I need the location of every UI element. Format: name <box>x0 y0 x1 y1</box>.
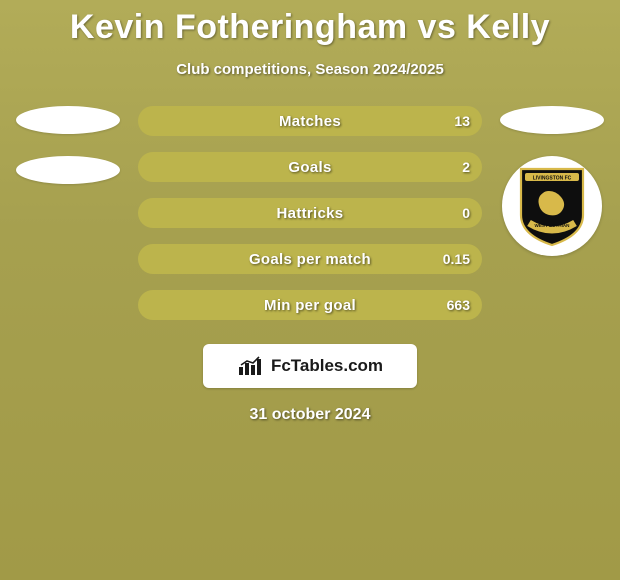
page-title: Kevin Fotheringham vs Kelly <box>0 0 620 47</box>
player-left-crest-placeholder <box>16 156 120 184</box>
subtitle: Club competitions, Season 2024/2025 <box>0 61 620 78</box>
stat-bars: Matches 13 Goals 2 Hattricks 0 Goals per… <box>138 106 482 336</box>
club-crest-icon: LIVINGSTON FC WEST LOTHIAN <box>515 165 589 247</box>
player-right-column: LIVINGSTON FC WEST LOTHIAN <box>492 106 612 256</box>
player-left-photo-placeholder <box>16 106 120 134</box>
stat-bar-goals-per-match: Goals per match 0.15 <box>138 244 482 274</box>
stat-right-value: 13 <box>454 113 470 129</box>
stat-label: Hattricks <box>277 205 344 222</box>
fctables-logo[interactable]: FcTables.com <box>203 344 417 388</box>
player-right-photo-placeholder <box>500 106 604 134</box>
stat-bar-goals: Goals 2 <box>138 152 482 182</box>
stat-right-value: 2 <box>462 159 470 175</box>
stat-right-value: 0.15 <box>443 251 470 267</box>
stat-right-value: 663 <box>447 297 470 313</box>
stat-label: Min per goal <box>264 297 356 314</box>
stat-right-value: 0 <box>462 205 470 221</box>
player-left-column <box>8 106 128 206</box>
player-right-crest-wrap: LIVINGSTON FC WEST LOTHIAN <box>502 156 602 256</box>
chart-icon <box>237 355 265 377</box>
logo-text: FcTables.com <box>271 356 383 376</box>
crest-text-bottom: WEST LOTHIAN <box>535 223 571 228</box>
crest-text-top: LIVINGSTON FC <box>533 176 572 182</box>
stat-bar-hattricks: Hattricks 0 <box>138 198 482 228</box>
date-text: 31 october 2024 <box>0 406 620 424</box>
stat-bar-matches: Matches 13 <box>138 106 482 136</box>
stat-label: Goals per match <box>249 251 371 268</box>
stat-bar-min-per-goal: Min per goal 663 <box>138 290 482 320</box>
stat-label: Goals <box>288 159 331 176</box>
stats-area: Matches 13 Goals 2 Hattricks 0 Goals per… <box>0 106 620 326</box>
stat-label: Matches <box>279 113 341 130</box>
